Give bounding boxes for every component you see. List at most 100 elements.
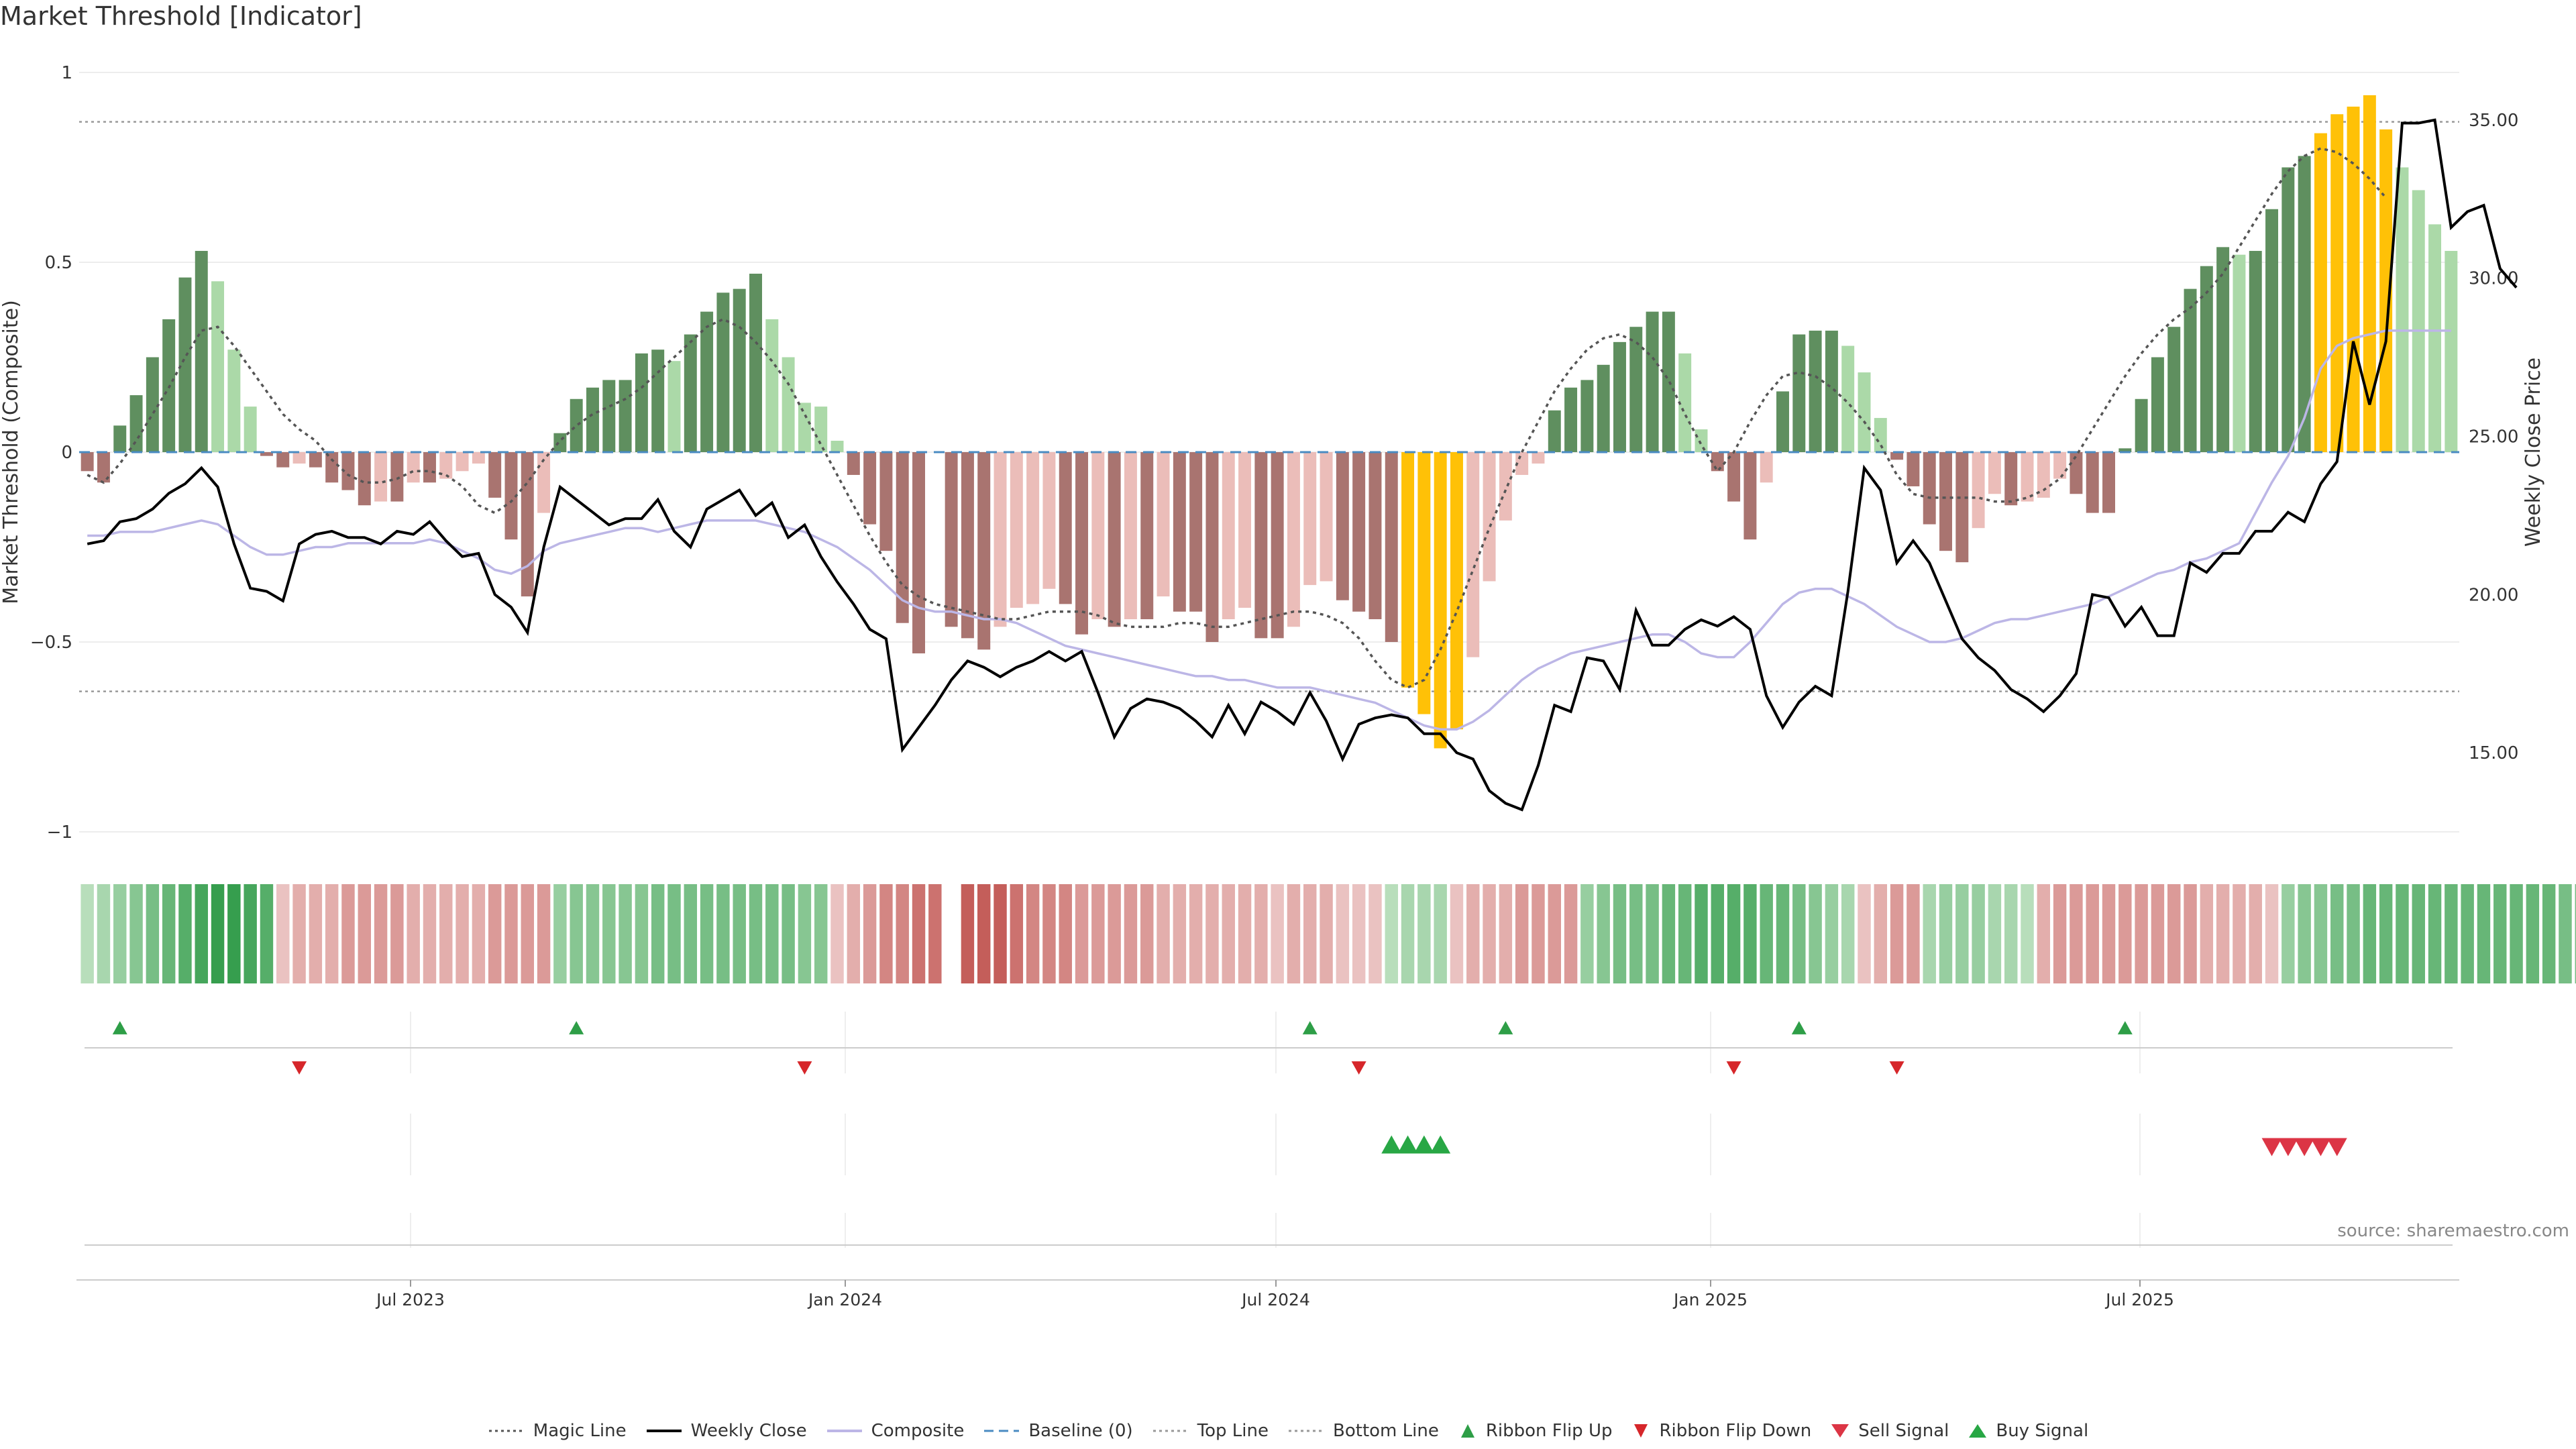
histogram-bar: [700, 311, 714, 452]
histogram-bar: [2086, 452, 2099, 513]
histogram-bar: [1760, 452, 1773, 483]
histogram-bar: [2330, 114, 2344, 452]
legend-label: Baseline (0): [1028, 1421, 1133, 1441]
ribbon-cell: [1434, 884, 1447, 983]
ribbon-cell: [1336, 884, 1350, 983]
histogram-bar: [390, 452, 404, 502]
weekly-close-line: [87, 118, 2518, 812]
ribbon-cell: [602, 884, 616, 983]
ribbon-cell: [1792, 884, 1806, 983]
y-tick-label-right: 30.00: [2469, 269, 2518, 289]
histogram-bar: [113, 425, 127, 452]
histogram-bar: [1841, 345, 1855, 452]
ribbon-flip-down-marker: [1889, 1061, 1904, 1075]
ribbon-flip-up-marker: [1302, 1021, 1318, 1034]
histogram-bar: [129, 395, 143, 452]
ribbon-cell: [2086, 884, 2099, 983]
ribbon-cell: [1825, 884, 1839, 983]
ribbon-cell: [2004, 884, 2018, 983]
ribbon-cell: [129, 884, 143, 983]
ribbon-cell: [1939, 884, 1953, 983]
ribbon-cell: [1205, 884, 1219, 983]
histogram-bar: [1140, 452, 1154, 620]
histogram-bar: [1222, 452, 1235, 620]
ribbon-flip-up-marker: [569, 1021, 584, 1034]
histogram-bar: [1320, 452, 1333, 582]
y-tick-label-right: 15.00: [2469, 743, 2518, 763]
ribbon-cell: [1743, 884, 1757, 983]
histogram-bar: [2004, 452, 2018, 506]
ribbon-cell: [1042, 884, 1056, 983]
ribbon-cell: [1287, 884, 1301, 983]
legend-swatch: [1831, 1424, 1849, 1438]
histogram-bar: [2200, 266, 2213, 452]
ribbon-cell: [1401, 884, 1415, 983]
ribbon-cell: [2477, 884, 2491, 983]
ribbon-cell: [553, 884, 567, 983]
ribbon-cell: [1320, 884, 1333, 983]
legend-label: Top Line: [1197, 1421, 1269, 1441]
ribbon-cell: [1646, 884, 1659, 983]
ribbon-cell: [1075, 884, 1089, 983]
histogram-bar: [276, 452, 290, 468]
ribbon-cell: [1972, 884, 1985, 983]
histogram-bar: [2037, 452, 2050, 498]
ribbon-cell: [1678, 884, 1692, 983]
ribbon-cell: [1124, 884, 1138, 983]
buy-signal-marker: [1381, 1135, 1402, 1154]
legend-item: Ribbon Flip Down: [1631, 1421, 1811, 1441]
ribbon-cell: [1923, 884, 1936, 983]
histogram-bar: [1385, 452, 1398, 642]
histogram-bar: [341, 452, 355, 490]
buy-signal-marker: [1397, 1135, 1418, 1154]
ribbon-flip-down-marker: [292, 1061, 307, 1075]
histogram-bar: [80, 452, 94, 472]
ribbon-cell: [1760, 884, 1773, 983]
histogram-bar: [1466, 452, 1480, 657]
histogram-bar: [847, 452, 860, 475]
ribbon-cell: [504, 884, 518, 983]
histogram-bar: [2363, 95, 2376, 452]
ribbon-cell: [1662, 884, 1676, 983]
ribbon-cell: [276, 884, 290, 983]
ribbon-cell: [1629, 884, 1643, 983]
ribbon-cell: [814, 884, 828, 983]
histogram-bar: [749, 273, 762, 452]
ribbon-flip-down-marker: [1726, 1061, 1741, 1075]
histogram-bar: [1923, 452, 1936, 525]
legend-swatch: [1289, 1430, 1324, 1432]
histogram-bar: [602, 380, 616, 452]
histogram-bar: [521, 452, 534, 597]
legend-item: Weekly Close: [645, 1421, 807, 1441]
histogram-bar: [2053, 452, 2067, 479]
ribbon-cell: [749, 884, 763, 983]
ribbon-cell: [211, 884, 225, 983]
sell-signal-marker: [2310, 1138, 2331, 1157]
ribbon-cell: [863, 884, 877, 983]
ribbon-cell: [635, 884, 649, 983]
histogram-bar: [2216, 247, 2230, 452]
histogram-bar: [1075, 452, 1089, 635]
histogram-bar: [716, 292, 730, 452]
histogram-bar: [961, 452, 974, 639]
histogram-bar: [912, 452, 925, 653]
ribbon-cell: [80, 884, 94, 983]
histogram-bar: [1417, 452, 1431, 714]
ribbon-cell: [2363, 884, 2377, 983]
histogram-bar: [2184, 288, 2197, 452]
legend-label: Sell Signal: [1858, 1421, 1949, 1441]
ribbon-cell: [1499, 884, 1513, 983]
histogram-bar: [2102, 452, 2115, 513]
ribbon-cell: [1352, 884, 1366, 983]
histogram-bar: [553, 433, 567, 452]
ribbon-flip-up-marker: [2117, 1021, 2133, 1034]
histogram-bar: [2298, 156, 2311, 452]
ribbon-cell: [1026, 884, 1040, 983]
chart-title: Market Threshold [Indicator]: [0, 1, 362, 31]
ribbon-cell: [488, 884, 502, 983]
ribbon-cell: [2330, 884, 2344, 983]
ribbon-cell: [227, 884, 241, 983]
ribbon-cell: [2412, 884, 2425, 983]
ribbon-cell: [2428, 884, 2442, 983]
histogram-bar: [1564, 387, 1578, 452]
